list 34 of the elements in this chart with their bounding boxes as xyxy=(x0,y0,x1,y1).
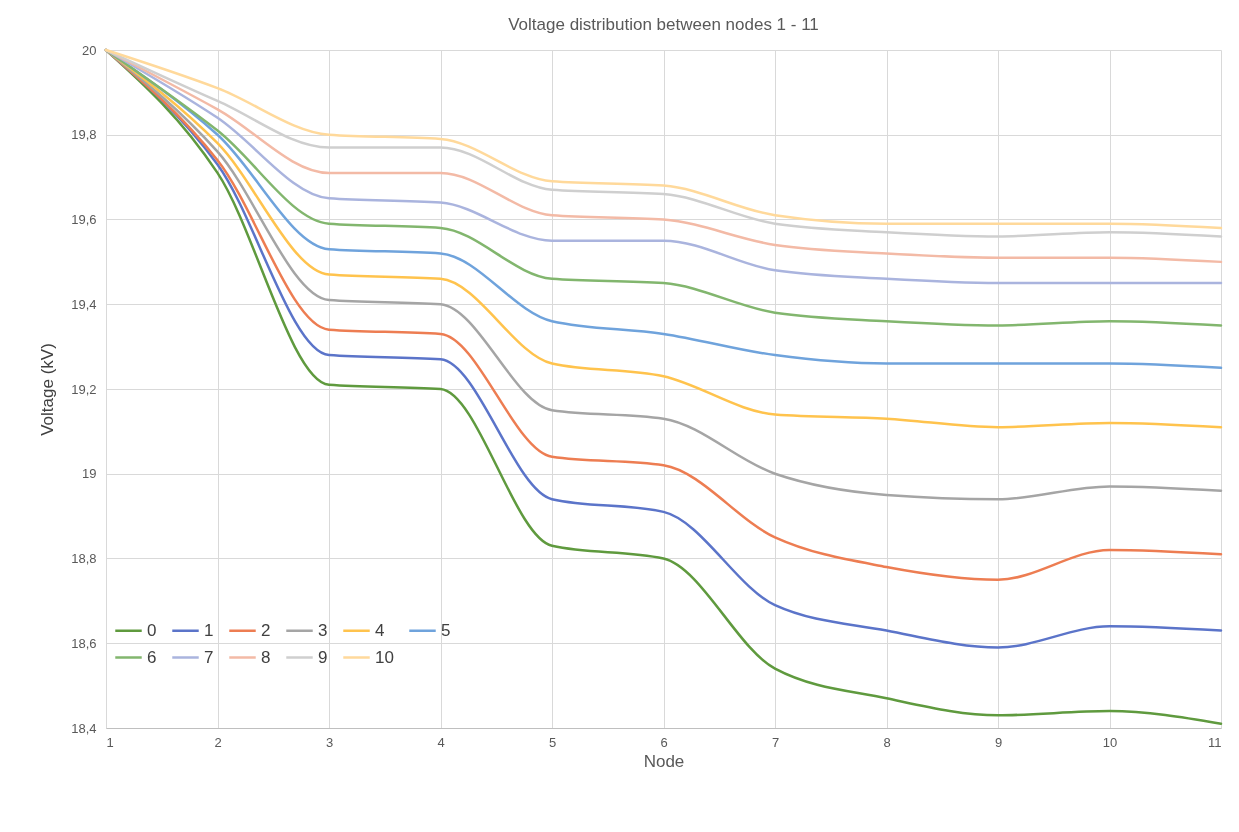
legend-label: 1 xyxy=(204,620,214,640)
x-tick-label: 1 xyxy=(106,734,114,750)
legend-label: 4 xyxy=(375,620,385,640)
legend-label: 9 xyxy=(318,647,328,667)
legend-label: 8 xyxy=(261,647,271,667)
y-tick-label: 19,4 xyxy=(71,296,97,312)
x-axis-title: Node xyxy=(643,751,685,771)
x-tick-label: 2 xyxy=(214,734,222,750)
y-tick-label: 20 xyxy=(82,42,97,58)
legend-label: 6 xyxy=(147,647,157,667)
x-tick-label: 11 xyxy=(1208,734,1222,750)
y-tick-label: 19,8 xyxy=(71,127,97,143)
x-tick-label: 3 xyxy=(325,734,334,750)
y-tick-label: 19,2 xyxy=(71,381,97,397)
y-axis-title: Voltage (kV) xyxy=(38,343,58,436)
legend-label: 3 xyxy=(318,620,328,640)
legend-label: 10 xyxy=(375,647,394,667)
x-tick-label: 9 xyxy=(994,734,1003,750)
x-tick-label: 6 xyxy=(660,734,668,750)
legend-label: 5 xyxy=(441,620,451,640)
y-tick-label: 18,4 xyxy=(71,720,97,736)
y-tick-label: 18,6 xyxy=(71,635,97,651)
x-tick-label: 8 xyxy=(883,734,891,750)
legend-label: 2 xyxy=(261,620,271,640)
x-tick-label: 10 xyxy=(1102,734,1118,750)
legend-label: 7 xyxy=(204,647,214,667)
x-tick-label: 4 xyxy=(437,734,445,750)
x-tick-label: 7 xyxy=(771,734,780,750)
y-tick-label: 18,8 xyxy=(71,551,97,566)
y-tick-label: 19 xyxy=(82,466,97,482)
legend-label: 0 xyxy=(147,620,157,640)
chart-title: Voltage distribution between nodes 1 - 11 xyxy=(508,15,819,34)
y-tick-label: 19,6 xyxy=(71,212,97,227)
x-tick-label: 5 xyxy=(548,734,557,750)
